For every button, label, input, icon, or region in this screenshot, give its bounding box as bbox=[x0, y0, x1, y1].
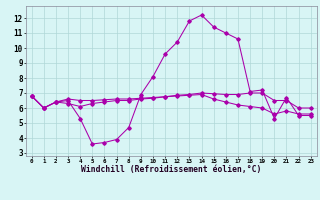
X-axis label: Windchill (Refroidissement éolien,°C): Windchill (Refroidissement éolien,°C) bbox=[81, 165, 261, 174]
